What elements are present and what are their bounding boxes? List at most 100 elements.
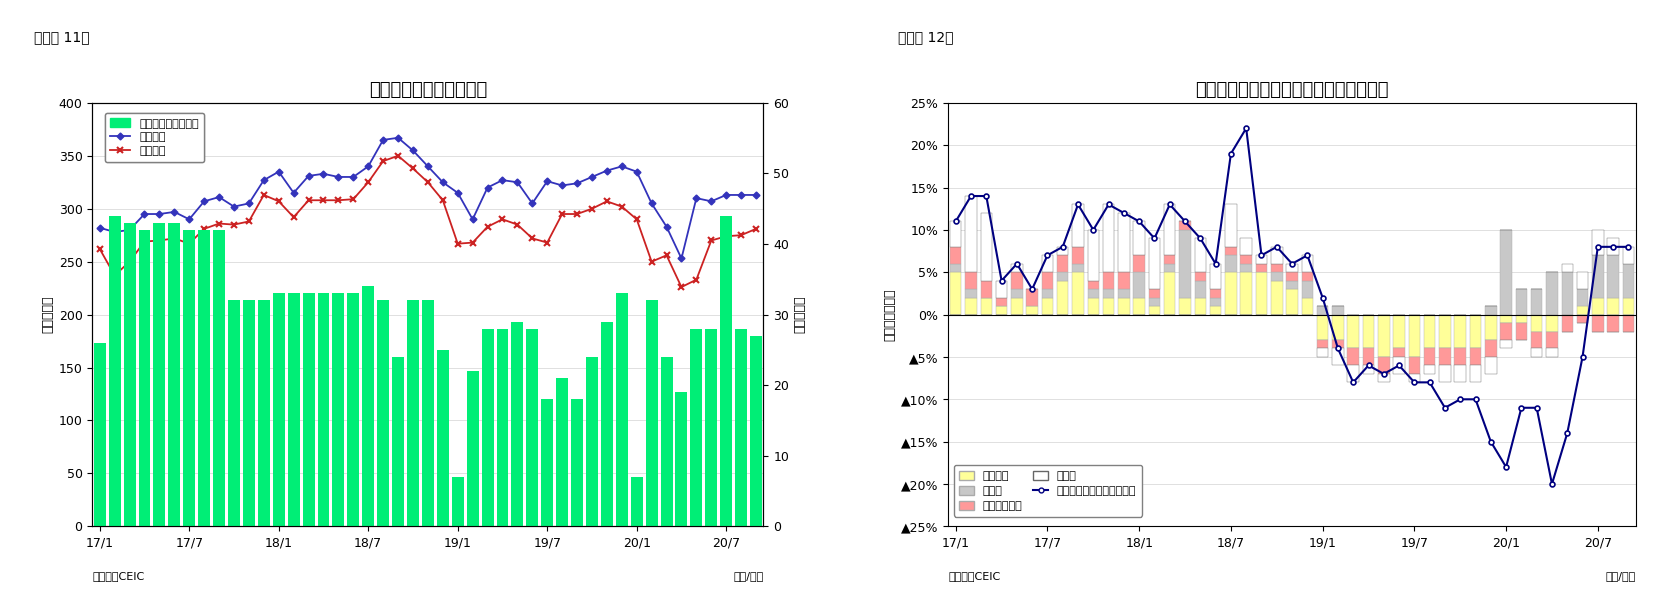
Bar	[1545, 332, 1557, 348]
Bar	[950, 272, 961, 315]
Bar	[1255, 255, 1267, 264]
Bar	[317, 293, 329, 526]
Bar	[1363, 365, 1374, 374]
Bar	[436, 350, 448, 526]
Bar	[168, 223, 180, 526]
Bar	[1012, 298, 1022, 315]
Bar	[482, 329, 493, 526]
Bar	[198, 230, 210, 526]
Bar	[1165, 264, 1176, 272]
Bar	[1530, 315, 1542, 332]
Bar	[1515, 289, 1527, 315]
Bar	[1057, 255, 1069, 272]
Bar	[1072, 247, 1084, 264]
Bar	[1057, 281, 1069, 315]
Bar	[980, 298, 992, 315]
Text: （年/月）: （年/月）	[733, 571, 763, 581]
Bar	[616, 293, 628, 526]
Bar	[965, 272, 977, 289]
Bar	[720, 216, 732, 526]
Bar	[1195, 298, 1206, 315]
Bar	[332, 293, 344, 526]
Bar	[1363, 348, 1374, 365]
Bar	[1562, 264, 1572, 272]
Bar	[1133, 221, 1144, 255]
Bar	[1255, 264, 1267, 272]
Bar	[1470, 315, 1482, 348]
Text: （図表 11）: （図表 11）	[34, 30, 89, 44]
Bar	[1102, 289, 1114, 298]
Bar	[1118, 289, 1129, 298]
Bar	[1118, 298, 1129, 315]
Bar	[690, 329, 703, 526]
Bar	[1408, 315, 1420, 357]
Bar	[646, 301, 658, 526]
Bar	[965, 289, 977, 298]
Bar	[1149, 238, 1159, 289]
Bar	[1577, 272, 1589, 289]
Text: （資料）CEIC: （資料）CEIC	[92, 571, 144, 581]
Bar	[1332, 315, 1344, 340]
Bar	[1087, 298, 1099, 315]
Bar	[950, 221, 961, 247]
Bar	[1608, 255, 1619, 298]
Bar	[302, 293, 314, 526]
Bar	[1165, 204, 1176, 255]
Bar	[1149, 289, 1159, 298]
Bar	[1012, 272, 1022, 289]
Bar	[1287, 281, 1297, 289]
Bar	[1317, 348, 1329, 357]
Bar	[1149, 298, 1159, 306]
Bar	[1562, 272, 1572, 315]
Bar	[153, 223, 166, 526]
Bar	[735, 329, 747, 526]
Bar	[1530, 332, 1542, 348]
Bar	[965, 298, 977, 315]
Bar	[1270, 264, 1282, 272]
Bar	[1225, 247, 1237, 255]
Bar	[555, 378, 569, 526]
Bar	[1210, 298, 1222, 306]
Bar	[287, 293, 300, 526]
Y-axis label: （億ドル）: （億ドル）	[42, 296, 54, 333]
Bar	[1087, 230, 1099, 281]
Bar	[1332, 348, 1344, 365]
Bar	[362, 286, 374, 526]
Bar	[995, 281, 1007, 298]
Bar	[1592, 315, 1604, 332]
Bar	[1195, 281, 1206, 298]
Bar	[1393, 348, 1404, 357]
Bar	[1545, 272, 1557, 315]
Bar	[1302, 298, 1314, 315]
Bar	[1210, 289, 1222, 298]
Bar	[1347, 315, 1359, 348]
Bar	[1012, 264, 1022, 272]
Bar	[1378, 374, 1389, 382]
Bar	[1102, 272, 1114, 289]
Bar	[1562, 315, 1572, 332]
Bar	[1332, 306, 1344, 315]
Bar	[1440, 348, 1451, 365]
Bar	[1225, 204, 1237, 247]
Bar	[1530, 289, 1542, 315]
Bar	[274, 293, 285, 526]
Bar	[1240, 264, 1252, 272]
Bar	[1180, 298, 1191, 315]
Bar	[497, 329, 508, 526]
Bar	[183, 230, 195, 526]
Bar	[1317, 306, 1329, 315]
Bar	[1240, 255, 1252, 264]
Text: （図表 12）: （図表 12）	[898, 30, 953, 44]
Bar	[124, 223, 136, 526]
Bar	[1270, 247, 1282, 264]
Bar	[1302, 281, 1314, 298]
Bar	[1149, 306, 1159, 315]
Y-axis label: （億ドル）: （億ドル）	[794, 296, 807, 333]
Bar	[1608, 238, 1619, 255]
Bar	[1240, 272, 1252, 315]
Bar	[1577, 289, 1589, 306]
Bar	[1470, 348, 1482, 365]
Bar	[1180, 221, 1191, 230]
Bar	[1485, 315, 1497, 340]
Bar	[1225, 272, 1237, 315]
